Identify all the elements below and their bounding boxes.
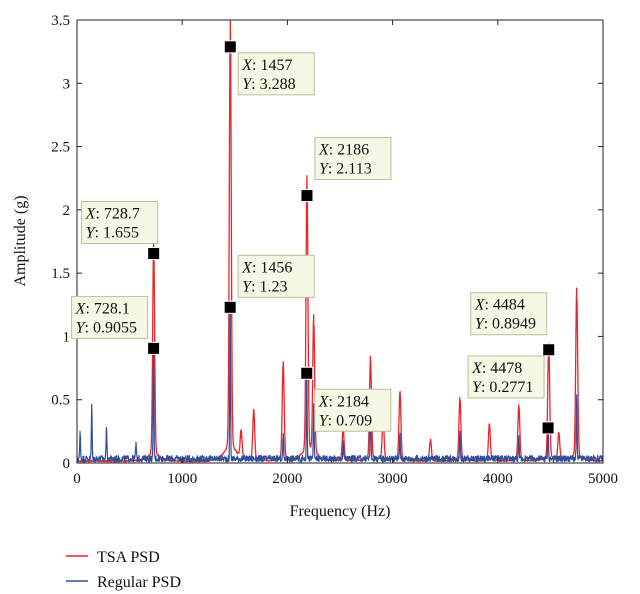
datatip-marker <box>300 189 314 203</box>
legend: TSA PSD Regular PSD <box>66 549 181 591</box>
series-layer <box>76 19 604 463</box>
datatip: X: 2186 Y: 2.113 <box>300 137 392 203</box>
datatip-marker <box>147 341 161 355</box>
y-tick-label: 0 <box>63 456 71 472</box>
y-tick-label: 0.5 <box>51 393 70 409</box>
x-axis-title: Frequency (Hz) <box>290 503 391 520</box>
datatip: X: 1456 Y: 1.23 <box>223 254 315 314</box>
datatip-y-line: Y: 3.288 <box>242 76 295 93</box>
x-tick-label: 4000 <box>483 471 513 487</box>
datatip-marker <box>542 343 556 357</box>
legend-label-regular: Regular PSD <box>97 574 181 591</box>
datatip-box <box>237 52 315 96</box>
datatips-layer: X: 728.7 Y: 1.655 X: 728.1 Y: 0.9055 X: 1457… <box>71 40 556 435</box>
datatip: X: 4478 Y: 0.2771 <box>467 355 555 435</box>
datatip: X: 728.1 Y: 0.9055 <box>71 295 161 355</box>
datatip: X: 4484 Y: 0.8949 <box>470 292 556 357</box>
y-tick-label: 3.5 <box>51 13 70 29</box>
datatip: X: 1457 Y: 3.288 <box>223 40 315 96</box>
datatip-x-line: X: 4484 <box>474 297 525 314</box>
datatip-y-line: Y: 1.23 <box>242 278 287 295</box>
datatip-box <box>81 201 159 245</box>
legend-label-tsa: TSA PSD <box>97 549 160 566</box>
datatip-box <box>314 388 392 432</box>
datatip-y-line: Y: 0.709 <box>319 412 372 429</box>
datatip-y-line: Y: 0.9055 <box>76 319 137 336</box>
datatip-box <box>314 137 392 181</box>
datatip-x-line: X: 2184 <box>318 393 369 410</box>
datatip-y-line: Y: 0.8949 <box>475 316 536 333</box>
datatip-x-line: X: 2186 <box>318 142 369 159</box>
x-tick-label: 1000 <box>167 471 197 487</box>
x-tick-label: 5000 <box>588 471 618 487</box>
y-tick-label: 1.5 <box>51 266 70 282</box>
y-tick-label: 1 <box>63 329 71 345</box>
datatip-y-line: Y: 1.655 <box>86 225 139 242</box>
plot-frame <box>76 19 604 464</box>
datatip-y-line: Y: 2.113 <box>319 161 372 178</box>
datatip-x-line: X: 1456 <box>241 259 292 276</box>
datatip-box <box>470 292 548 336</box>
datatip-x-line: X: 728.1 <box>75 300 130 317</box>
ticks-layer: 0 1000 2000 3000 4000 5000 0 0.5 1 1.5 2 2.5 3 3.5 <box>51 13 618 487</box>
datatip-marker <box>223 40 237 54</box>
x-tick-label: 0 <box>73 471 81 487</box>
datatip-marker <box>223 300 237 314</box>
datatip-marker <box>300 366 314 380</box>
datatip-x-line: X: 728.7 <box>85 206 140 223</box>
y-tick-label: 3 <box>63 76 71 92</box>
x-tick-label: 3000 <box>378 471 408 487</box>
y-tick-label: 2 <box>63 203 71 219</box>
datatip-y-line: Y: 0.2771 <box>472 379 533 396</box>
x-tick-label: 2000 <box>272 471 302 487</box>
y-tick-label: 2.5 <box>51 140 70 156</box>
datatip-x-line: X: 4478 <box>471 360 522 377</box>
series-line-regular-psd <box>76 306 604 463</box>
datatip-marker <box>147 247 161 261</box>
datatip-box <box>467 355 545 399</box>
y-axis-title: Amplitude (g) <box>12 195 29 286</box>
datatip: X: 2184 Y: 0.709 <box>300 366 392 432</box>
datatip-box <box>237 254 315 298</box>
datatip-x-line: X: 1457 <box>241 57 292 74</box>
datatip-marker <box>541 421 555 435</box>
datatip-box <box>71 295 149 339</box>
datatip: X: 728.7 Y: 1.655 <box>81 201 161 261</box>
